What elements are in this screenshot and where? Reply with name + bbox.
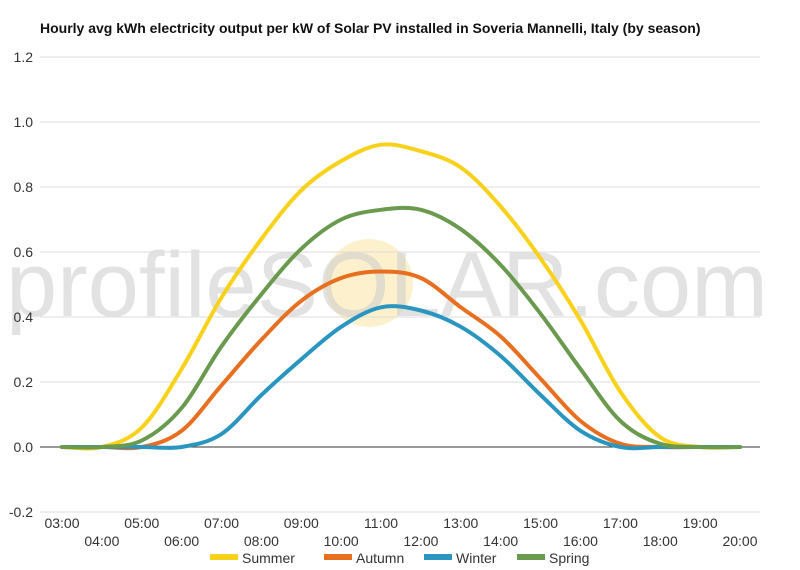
series-line-spring — [60, 205, 742, 450]
x-tick-label: 13:00 — [443, 515, 478, 531]
x-tick-label: 10:00 — [324, 533, 359, 549]
x-tick-label: 05:00 — [124, 515, 159, 531]
legend-label-autumn: Autumn — [356, 550, 404, 566]
y-axis: -0.2 0.0 0.2 0.4 0.6 0.8 1.0 1.2 — [9, 49, 33, 520]
legend: Summer Autumn Winter Spring — [210, 550, 589, 566]
series-line-winter — [60, 304, 742, 451]
x-axis: 03:00 04:00 05:00 06:00 07:00 08:00 09:00 10:00… — [44, 515, 757, 549]
x-tick-label: 09:00 — [284, 515, 319, 531]
legend-swatch-spring — [517, 554, 545, 560]
legend-label-spring: Spring — [549, 550, 589, 566]
series-lines — [60, 142, 742, 451]
legend-label-summer: Summer — [242, 550, 295, 566]
x-tick-label: 14:00 — [483, 533, 518, 549]
x-tick-label: 16:00 — [563, 533, 598, 549]
x-tick-label: 19:00 — [683, 515, 718, 531]
grid — [40, 56, 760, 513]
x-tick-label: 07:00 — [204, 515, 239, 531]
watermark-text: profileSOLAR.com — [6, 234, 768, 336]
y-tick-label: 1.0 — [14, 114, 34, 130]
x-tick-label: 06:00 — [164, 533, 199, 549]
y-tick-label: 0.0 — [14, 439, 34, 455]
y-tick-label: -0.2 — [9, 504, 33, 520]
legend-label-winter: Winter — [456, 550, 497, 566]
y-tick-label: 0.2 — [14, 374, 34, 390]
x-tick-label: 17:00 — [603, 515, 638, 531]
series-line-autumn — [60, 269, 742, 451]
y-tick-label: 0.4 — [14, 309, 34, 325]
x-tick-label: 04:00 — [84, 533, 119, 549]
x-tick-label: 03:00 — [44, 515, 79, 531]
legend-swatch-summer — [210, 554, 238, 560]
watermark: profileSOLAR.com — [6, 234, 768, 336]
chart-title: Hourly avg kWh electricity output per kW… — [40, 20, 700, 36]
y-tick-label: 0.8 — [14, 179, 34, 195]
x-tick-label: 18:00 — [643, 533, 678, 549]
x-tick-label: 15:00 — [523, 515, 558, 531]
series-line-summer — [60, 142, 742, 451]
legend-swatch-winter — [424, 554, 452, 560]
legend-swatch-autumn — [324, 554, 352, 560]
y-tick-label: 0.6 — [14, 244, 34, 260]
x-tick-label: 08:00 — [244, 533, 279, 549]
x-tick-label: 20:00 — [722, 533, 757, 549]
x-tick-label: 11:00 — [364, 515, 398, 531]
y-tick-label: 1.2 — [14, 49, 34, 65]
x-tick-label: 12:00 — [403, 533, 438, 549]
